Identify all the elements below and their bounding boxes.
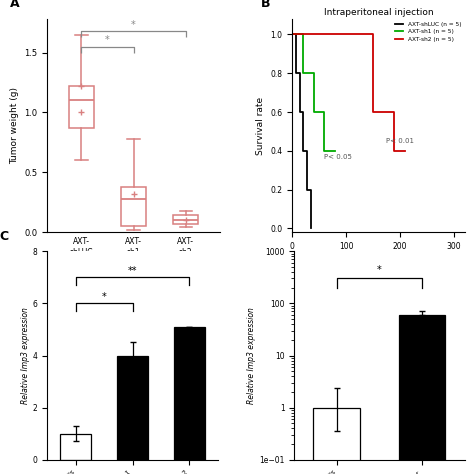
Title: Intraperitoneal injection: Intraperitoneal injection	[324, 8, 433, 17]
Y-axis label: Relative Imp3 expression: Relative Imp3 expression	[21, 307, 30, 404]
Text: P< 0.01: P< 0.01	[386, 138, 414, 144]
Bar	[60, 434, 91, 460]
Y-axis label: Relative Imp3 expression: Relative Imp3 expression	[247, 307, 256, 404]
Text: A: A	[9, 0, 19, 10]
Text: *: *	[131, 20, 136, 30]
Bar	[399, 315, 446, 474]
Bar	[117, 356, 148, 460]
X-axis label: Time (days): Time (days)	[352, 256, 405, 265]
Text: *: *	[377, 265, 382, 275]
Bar	[313, 408, 360, 474]
Legend: AXT-shLUC (n = 5), AXT-sh1 (n = 5), AXT-sh2 (n = 5): AXT-shLUC (n = 5), AXT-sh1 (n = 5), AXT-…	[394, 22, 462, 42]
Y-axis label: Tumor weight (g): Tumor weight (g)	[10, 87, 19, 164]
Text: B: B	[261, 0, 271, 10]
PathPatch shape	[121, 187, 146, 226]
PathPatch shape	[173, 216, 198, 224]
Text: **: **	[128, 266, 137, 276]
Text: *: *	[105, 36, 110, 46]
Text: P< 0.05: P< 0.05	[325, 154, 352, 160]
Y-axis label: Survival rate: Survival rate	[256, 97, 265, 155]
PathPatch shape	[69, 86, 94, 128]
Text: C: C	[0, 230, 9, 243]
Bar	[173, 327, 205, 460]
Text: *: *	[102, 292, 107, 302]
